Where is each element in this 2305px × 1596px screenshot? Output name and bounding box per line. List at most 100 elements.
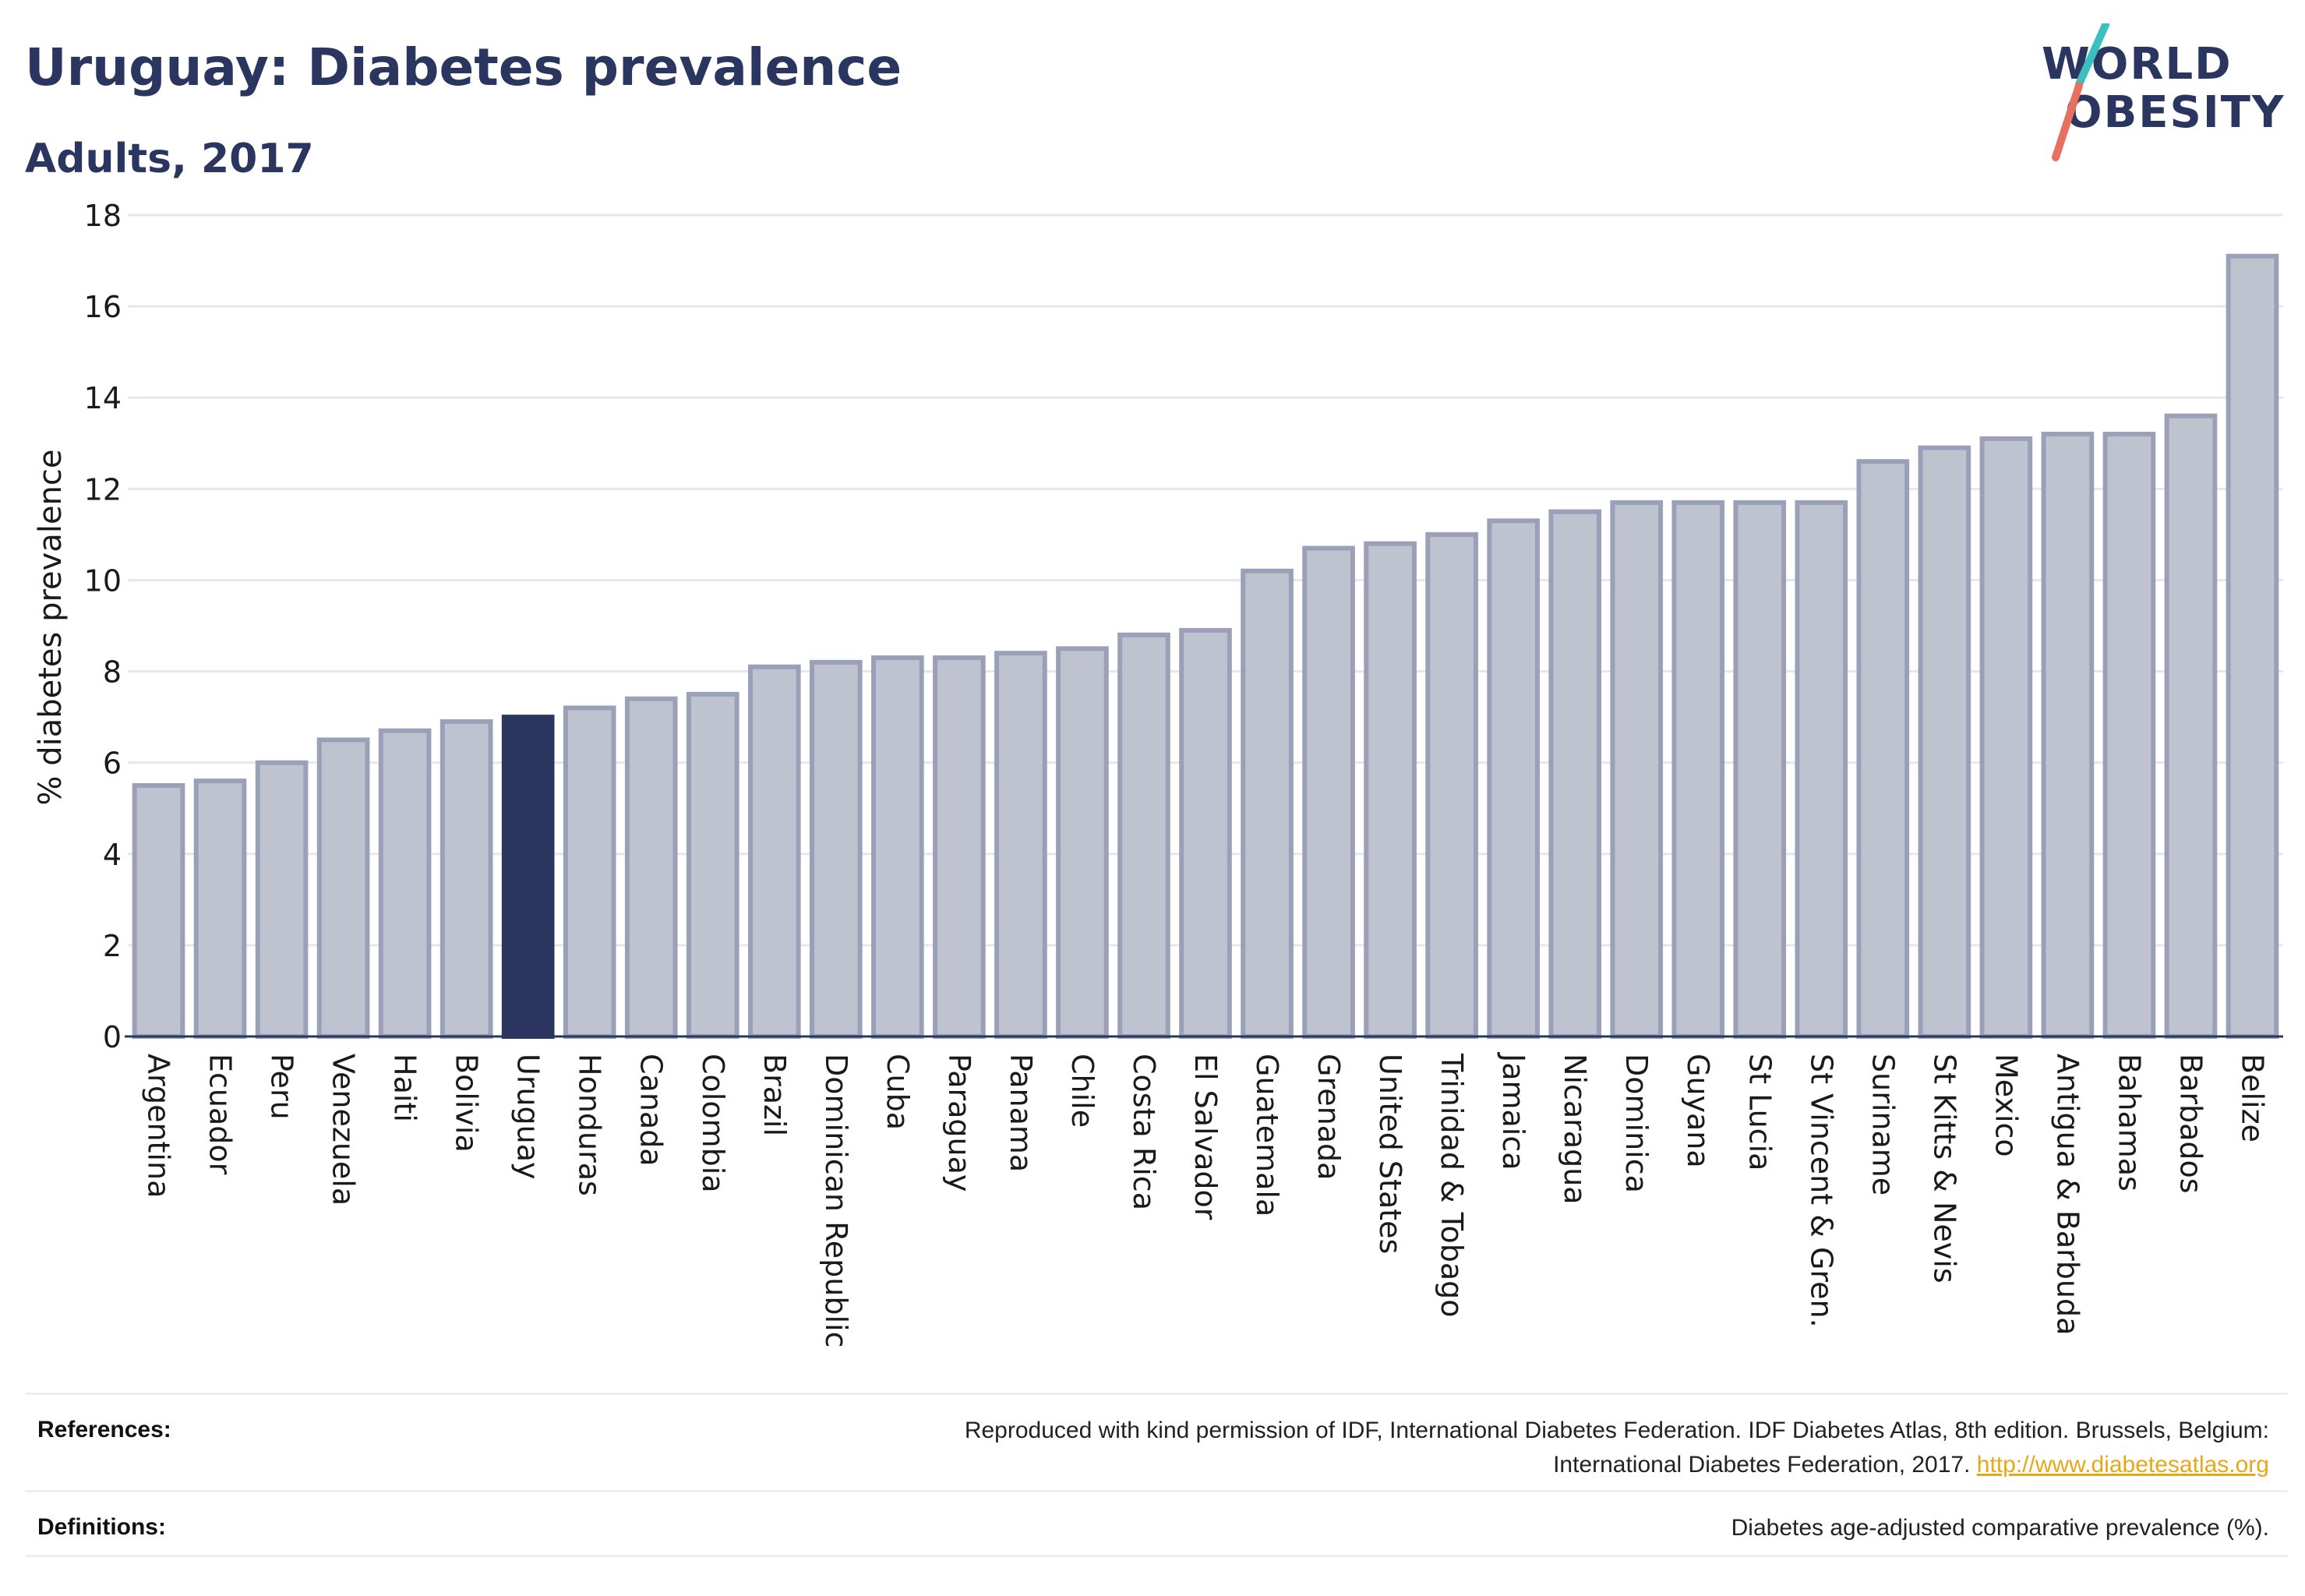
footer-divider-middle xyxy=(25,1490,2288,1492)
definitions-label: Definitions: xyxy=(37,1514,166,1540)
bar-ecuador xyxy=(193,779,247,1039)
x-tick-label: Dominican Republic xyxy=(819,1054,853,1347)
bar-paraguay xyxy=(933,655,986,1039)
bar-nicaragua xyxy=(1548,509,1601,1039)
x-tick-label: Honduras xyxy=(573,1054,607,1196)
x-tick-label: Panama xyxy=(1004,1054,1038,1172)
bar-belize xyxy=(2226,253,2279,1039)
x-tick-label: Jamaica xyxy=(1496,1052,1530,1171)
x-tick-label: Costa Rica xyxy=(1127,1054,1161,1210)
x-tick-label: Bahamas xyxy=(2112,1054,2146,1192)
x-tick-label: Barbados xyxy=(2173,1054,2208,1194)
x-tick-label: Guyana xyxy=(1681,1054,1715,1168)
x-tick-label: Venezuela xyxy=(327,1054,361,1206)
y-tick-label: 8 xyxy=(103,655,122,690)
bar-barbados xyxy=(2164,413,2218,1039)
x-tick-label: Bolivia xyxy=(450,1054,484,1153)
bar-st-kitts-nevis xyxy=(1918,445,1971,1039)
bar-guatemala xyxy=(1241,568,1294,1039)
x-tick-label: Brazil xyxy=(757,1054,792,1136)
chart-subtitle: Adults, 2017 xyxy=(25,136,314,182)
bar-dominica xyxy=(1610,500,1664,1039)
bar-brazil xyxy=(747,664,801,1039)
diabetes-atlas-link[interactable]: http://www.diabetesatlas.org xyxy=(1976,1452,2269,1478)
bar-argentina xyxy=(132,782,185,1039)
bar-antigua-barbuda xyxy=(2041,432,2095,1039)
bar-cuba xyxy=(871,655,924,1039)
x-tick-label: Uruguay xyxy=(511,1054,545,1180)
bar-uruguay xyxy=(501,715,555,1039)
y-tick-label: 2 xyxy=(103,929,122,963)
logo-line-1: WORLD xyxy=(2042,39,2233,90)
x-tick-label: Ecuador xyxy=(203,1054,238,1175)
logo-slash-icon xyxy=(2052,23,2109,161)
x-tick-label: St Vincent & Gren. xyxy=(1804,1054,1838,1328)
y-axis-label: % diabetes prevalence xyxy=(33,449,69,805)
x-tick-label: Suriname xyxy=(1866,1054,1900,1195)
y-tick-label: 0 xyxy=(103,1020,122,1054)
bar-el-salvador xyxy=(1179,627,1232,1039)
x-tick-label: Canada xyxy=(634,1054,669,1167)
references-text: Reproduced with kind permission of IDF, … xyxy=(633,1414,2269,1482)
x-axis-ticks: Argentina Ecuador Peru Venezuela Haiti Bolivi… xyxy=(142,1052,2270,1347)
bar-panama xyxy=(994,651,1047,1040)
y-axis-ticks: 0 2 4 6 8 10 12 14 16 18 xyxy=(84,199,122,1054)
references-line-2-text: International Diabetes Federation, 2017. xyxy=(1553,1452,1971,1478)
x-tick-label: Mexico xyxy=(1989,1054,2023,1157)
x-tick-label: Cuba xyxy=(881,1054,915,1130)
x-tick-label: Grenada xyxy=(1311,1054,1346,1180)
x-tick-label: Antigua & Barbuda xyxy=(2050,1054,2084,1335)
bar-haiti xyxy=(378,728,432,1040)
bar-venezuela xyxy=(316,737,370,1040)
footer-divider-bottom xyxy=(25,1555,2288,1557)
x-tick-label: Guatemala xyxy=(1250,1054,1284,1216)
bar-st-lucia xyxy=(1733,500,1787,1039)
bar-bahamas xyxy=(2102,432,2156,1039)
logo-line-2: OBESITY xyxy=(2065,87,2286,138)
bar-bolivia xyxy=(439,719,493,1039)
bar-united-states xyxy=(1364,541,1417,1039)
x-tick-label: Colombia xyxy=(696,1054,730,1193)
x-tick-label: St Lucia xyxy=(1742,1054,1777,1171)
y-tick-label: 6 xyxy=(103,747,122,781)
bar-dominican-republic xyxy=(810,659,863,1039)
x-tick-label: Belize xyxy=(2235,1054,2269,1142)
x-tick-label: Chile xyxy=(1065,1054,1100,1128)
x-tick-label: Trinidad & Tobago xyxy=(1435,1053,1469,1318)
y-tick-label: 16 xyxy=(84,290,122,324)
chart-title: Uruguay: Diabetes prevalence xyxy=(25,37,902,97)
x-tick-label: Paraguay xyxy=(942,1054,976,1192)
bar-grenada xyxy=(1302,546,1355,1039)
x-tick-label: Argentina xyxy=(142,1054,176,1198)
bar-st-vincent-gren- xyxy=(1795,500,1848,1039)
bar-colombia xyxy=(686,691,740,1039)
x-tick-label: United States xyxy=(1373,1054,1407,1254)
y-tick-label: 12 xyxy=(84,472,122,507)
x-tick-label: Dominica xyxy=(1619,1054,1654,1193)
definitions-text: Diabetes age-adjusted comparative preval… xyxy=(1731,1515,2269,1541)
bar-jamaica xyxy=(1487,518,1540,1039)
bar-peru xyxy=(255,760,309,1040)
world-obesity-logo: WORLD OBESITY xyxy=(2034,23,2291,164)
y-tick-label: 14 xyxy=(84,381,122,415)
bar-honduras xyxy=(563,705,616,1040)
references-line-2: International Diabetes Federation, 2017.… xyxy=(633,1448,2269,1482)
bar-mexico xyxy=(1979,436,2033,1039)
bar-guyana xyxy=(1671,500,1725,1039)
bar-trinidad-tobago xyxy=(1425,531,1478,1039)
bars xyxy=(132,253,2279,1040)
bar-chile xyxy=(1056,646,1109,1039)
bar-suriname xyxy=(1856,459,1910,1039)
bar-costa-rica xyxy=(1117,632,1170,1039)
y-tick-label: 10 xyxy=(84,563,122,598)
x-tick-label: Haiti xyxy=(388,1054,422,1122)
footer-divider-top xyxy=(25,1393,2288,1395)
references-line-1: Reproduced with kind permission of IDF, … xyxy=(964,1418,2269,1443)
bar-canada xyxy=(624,696,678,1039)
x-tick-label: Nicaragua xyxy=(1558,1054,1592,1205)
y-tick-label: 18 xyxy=(84,199,122,233)
x-tick-label: St Kitts & Nevis xyxy=(1927,1054,1961,1284)
references-label: References: xyxy=(37,1417,171,1442)
x-tick-label: El Salvador xyxy=(1188,1054,1223,1220)
y-tick-label: 4 xyxy=(103,838,122,872)
